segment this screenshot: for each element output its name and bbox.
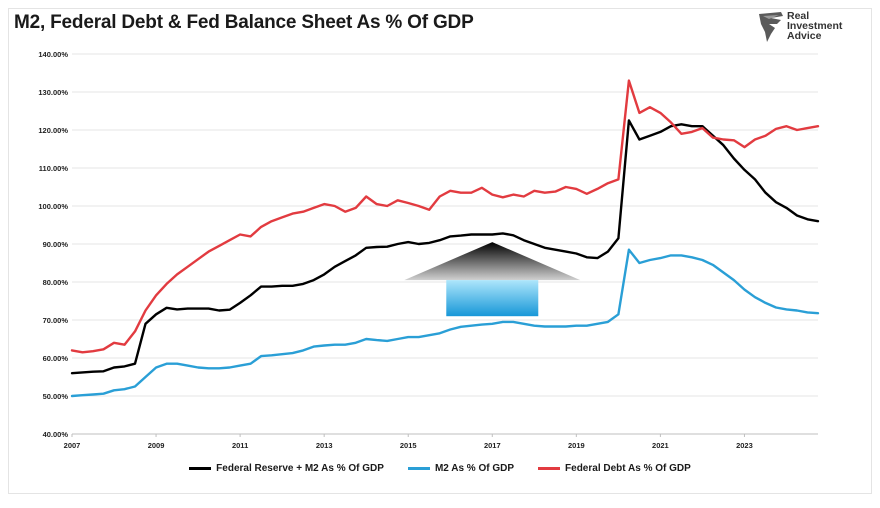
legend-swatch-m2 [407, 467, 430, 470]
y-tick-label: 90.00% [43, 240, 69, 249]
x-tick-label: 2011 [232, 441, 248, 450]
y-tick-label: 100.00% [38, 202, 68, 211]
y-tick-label: 80.00% [43, 278, 69, 287]
gridlines [72, 53, 818, 435]
legend-item-m2: M2 As % Of GDP [407, 463, 515, 474]
series-line-0 [70, 119, 820, 375]
x-tick-label: 2007 [64, 441, 81, 450]
legend: Federal Reserve + M2 As % Of GDP M2 As %… [0, 463, 880, 474]
x-tick-label: 2023 [736, 441, 753, 450]
legend-item-debt: Federal Debt As % Of GDP [538, 463, 691, 474]
x-tick-label: 2013 [316, 441, 333, 450]
legend-swatch-debt [538, 467, 561, 470]
x-tick-label: 2017 [484, 441, 501, 450]
x-tick-label: 2021 [652, 441, 669, 450]
y-tick-label: 50.00% [43, 392, 69, 401]
x-tick-label: 2015 [400, 441, 417, 450]
legend-swatch-fed-m2 [189, 467, 212, 470]
y-axis: 40.00% 50.00% 60.00% 70.00% 80.00% 90.00% 100.… [38, 50, 68, 439]
y-tick-label: 40.00% [43, 430, 69, 439]
x-tick-label: 2019 [568, 441, 585, 450]
legend-label-m2: M2 As % Of GDP [434, 463, 515, 474]
chart-title: M2, Federal Debt & Fed Balance Sheet As … [14, 12, 474, 33]
chart-frame [8, 8, 872, 494]
arrow-shaft [446, 280, 539, 317]
legend-label-fed-m2: Federal Reserve + M2 As % Of GDP [216, 463, 384, 474]
logo: Real Investment Advice [757, 10, 867, 50]
series-line-1 [70, 248, 820, 398]
logo-line-1: Real [787, 10, 810, 22]
x-tick-label: 2009 [148, 441, 165, 450]
logo-line-2: Investment [787, 20, 843, 32]
legend-item-fed-m2: Federal Reserve + M2 As % Of GDP [189, 463, 384, 474]
y-tick-label: 110.00% [39, 164, 69, 173]
series-lines [70, 79, 820, 398]
logo-line-3: Advice [787, 30, 822, 42]
y-tick-label: 130.00% [38, 88, 68, 97]
series-line-2 [70, 79, 820, 354]
x-axis: 2007 2009 2011 2013 2015 2017 2019 2021 2023 [64, 433, 818, 450]
y-tick-label: 60.00% [43, 354, 69, 363]
y-tick-label: 140.00% [38, 50, 68, 59]
eagle-icon [759, 12, 783, 42]
arrow-head [404, 242, 581, 281]
legend-label-debt: Federal Debt As % Of GDP [565, 463, 691, 474]
y-tick-label: 70.00% [43, 316, 69, 325]
arrow-annotation [404, 242, 581, 317]
y-tick-label: 120.00% [38, 126, 68, 135]
